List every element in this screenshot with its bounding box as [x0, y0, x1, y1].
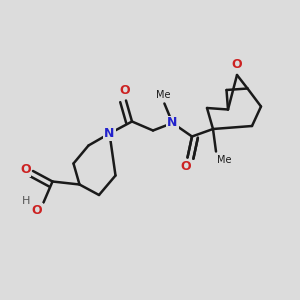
Text: Me: Me: [218, 155, 232, 165]
Text: O: O: [180, 160, 191, 173]
Text: H: H: [22, 196, 30, 206]
Text: O: O: [20, 163, 31, 176]
Text: N: N: [104, 127, 115, 140]
Text: Me: Me: [156, 90, 170, 100]
Text: O: O: [32, 204, 42, 217]
Text: O: O: [119, 84, 130, 97]
Text: N: N: [167, 116, 178, 130]
Text: O: O: [232, 58, 242, 70]
